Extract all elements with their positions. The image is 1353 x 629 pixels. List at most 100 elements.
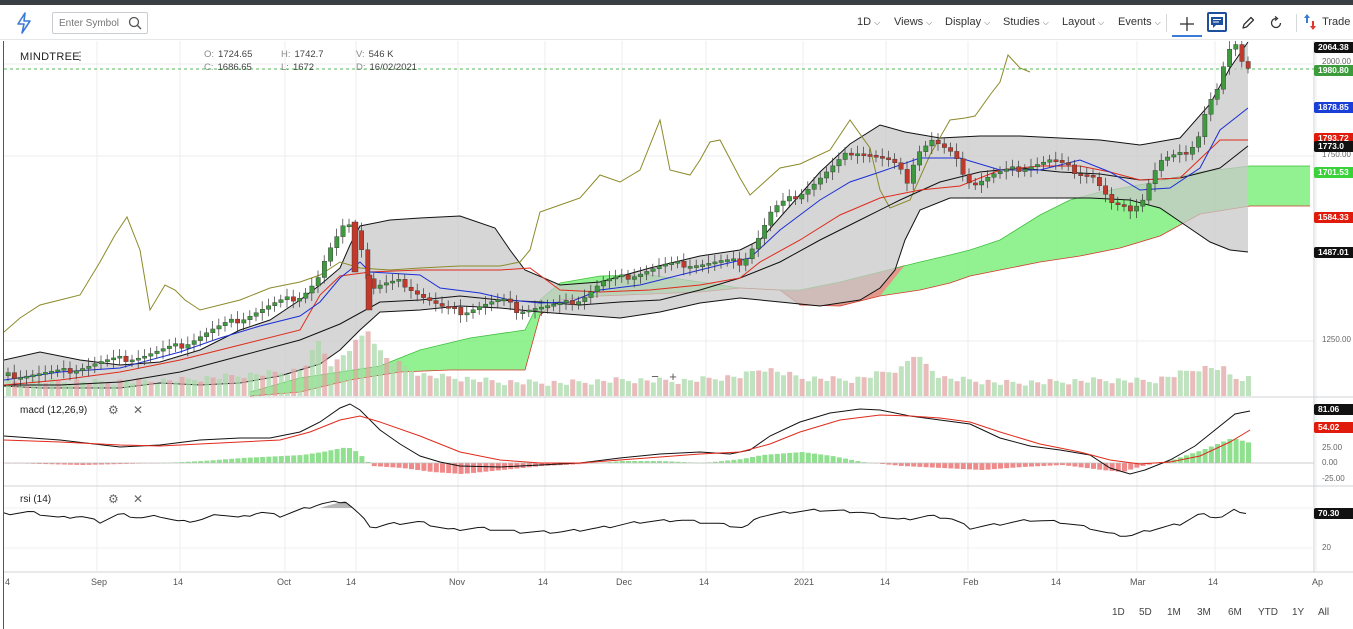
symbol-search-input[interactable] bbox=[59, 16, 123, 31]
range-button-all[interactable]: All bbox=[1318, 607, 1330, 618]
candle-up bbox=[315, 277, 321, 287]
candle-down bbox=[1059, 160, 1065, 163]
volume-bar bbox=[365, 331, 371, 396]
candle-up bbox=[917, 151, 923, 166]
macd-histogram-bar bbox=[229, 458, 235, 463]
candle-down bbox=[849, 152, 854, 156]
volume-bar bbox=[161, 378, 166, 396]
display-menu[interactable]: Display ⌵ bbox=[945, 5, 990, 40]
candle-up bbox=[241, 319, 247, 324]
trade-button[interactable]: Trade bbox=[1304, 5, 1350, 40]
volume-bar bbox=[967, 379, 972, 396]
volume-bar bbox=[1196, 371, 1202, 396]
search-icon[interactable] bbox=[128, 16, 142, 30]
chart-canvas[interactable] bbox=[4, 41, 1353, 601]
range-button-1m[interactable]: 1M bbox=[1167, 607, 1181, 618]
macd-histogram-bar bbox=[216, 459, 222, 463]
candle-up bbox=[272, 302, 278, 306]
volume-bar bbox=[1184, 370, 1189, 396]
candle-up bbox=[384, 282, 389, 286]
studies-menu[interactable]: Studies ⌵ bbox=[1003, 5, 1049, 40]
volume-bar bbox=[458, 381, 464, 396]
candle-down bbox=[793, 196, 799, 200]
range-button-1d[interactable]: 1D bbox=[1112, 607, 1125, 618]
refresh-icon[interactable] bbox=[1268, 15, 1284, 31]
volume-bar bbox=[409, 370, 414, 396]
candle-up bbox=[1196, 136, 1202, 148]
candle-down bbox=[365, 274, 373, 311]
interval-menu[interactable]: 1D ⌵ bbox=[857, 5, 880, 40]
gear-icon[interactable]: ⚙ bbox=[108, 492, 119, 506]
candle-down bbox=[415, 290, 420, 295]
volume-bar bbox=[6, 379, 11, 396]
notes-button[interactable] bbox=[1207, 12, 1227, 32]
candle-down bbox=[973, 182, 978, 186]
range-button-3m[interactable]: 3M bbox=[1197, 607, 1211, 618]
macd-signal-line bbox=[4, 414, 1251, 465]
symbol-search[interactable] bbox=[52, 12, 148, 34]
ohlc-low: L: 1672 bbox=[281, 62, 315, 73]
zoom-out-button[interactable]: − bbox=[651, 369, 659, 384]
macd-histogram-bar bbox=[254, 457, 259, 463]
volume-bar bbox=[30, 379, 36, 396]
events-menu[interactable]: Events ⌵ bbox=[1118, 5, 1161, 40]
candle-up bbox=[92, 363, 98, 367]
macd-histogram-bar bbox=[1091, 463, 1096, 469]
symbol-name[interactable]: MINDTREE bbox=[20, 51, 80, 63]
gear-icon[interactable]: ⚙ bbox=[108, 403, 119, 417]
volume-bar bbox=[712, 379, 718, 396]
volume-bar bbox=[663, 379, 669, 396]
candle-up bbox=[638, 273, 644, 277]
x-axis-tick: 14 bbox=[1208, 577, 1219, 587]
range-button-6m[interactable]: 6M bbox=[1228, 607, 1242, 618]
candle-up bbox=[396, 279, 402, 282]
macd-histogram-bar bbox=[762, 454, 768, 463]
pencil-icon[interactable] bbox=[1240, 15, 1256, 31]
symbol-menu-icon[interactable]: ⋮ bbox=[74, 49, 86, 63]
candle-down bbox=[179, 343, 185, 349]
layout-menu[interactable]: Layout ⌵ bbox=[1062, 5, 1104, 40]
macd-histogram-bar bbox=[731, 459, 737, 463]
macd-histogram-bar bbox=[61, 463, 67, 465]
candle-up bbox=[61, 368, 67, 371]
macd-histogram-bar bbox=[105, 463, 111, 465]
macd-histogram-bar bbox=[303, 454, 309, 463]
close-icon[interactable]: ✕ bbox=[133, 492, 144, 506]
macd-histogram-bar bbox=[365, 461, 371, 463]
close-icon[interactable]: ✕ bbox=[133, 403, 144, 417]
volume-bar bbox=[154, 383, 160, 396]
candle-up bbox=[613, 276, 619, 280]
macd-histogram-bar bbox=[799, 452, 805, 463]
volume-bar bbox=[1165, 376, 1171, 396]
macd-histogram-bar bbox=[737, 459, 743, 463]
macd-histogram-bar bbox=[1029, 463, 1034, 467]
chevron-down-icon: ⌵ bbox=[984, 18, 991, 27]
candle-down bbox=[625, 274, 631, 280]
rsi-line bbox=[4, 500, 1247, 537]
candle-up bbox=[36, 373, 42, 376]
volume-bar bbox=[353, 339, 359, 396]
volume-bar bbox=[347, 351, 352, 396]
zoom-in-button[interactable]: + bbox=[669, 369, 677, 384]
price-label-bollinger-lower: 1487.01 bbox=[1314, 247, 1353, 258]
macd-histogram-bar bbox=[991, 463, 997, 470]
range-button-ytd[interactable]: YTD bbox=[1258, 607, 1278, 618]
candle-up bbox=[1158, 160, 1164, 171]
volume-bar bbox=[483, 377, 489, 396]
volume-bar bbox=[601, 380, 607, 396]
range-button-5d[interactable]: 5D bbox=[1139, 607, 1152, 618]
volume-bar bbox=[867, 377, 873, 396]
macd-histogram-bar bbox=[1190, 453, 1196, 463]
candle-up bbox=[470, 309, 476, 313]
candle-up bbox=[142, 355, 147, 359]
views-menu[interactable]: Views ⌵ bbox=[894, 5, 932, 40]
volume-bar bbox=[1140, 379, 1146, 396]
crosshair-button[interactable] bbox=[1172, 10, 1202, 37]
volume-bar bbox=[830, 376, 836, 396]
macd-histogram-bar bbox=[80, 463, 86, 465]
lightning-icon[interactable] bbox=[14, 12, 34, 34]
candle-down bbox=[948, 147, 954, 152]
range-button-1y[interactable]: 1Y bbox=[1292, 607, 1305, 618]
macd-histogram-bar bbox=[886, 463, 892, 465]
volume-bar bbox=[824, 380, 830, 396]
